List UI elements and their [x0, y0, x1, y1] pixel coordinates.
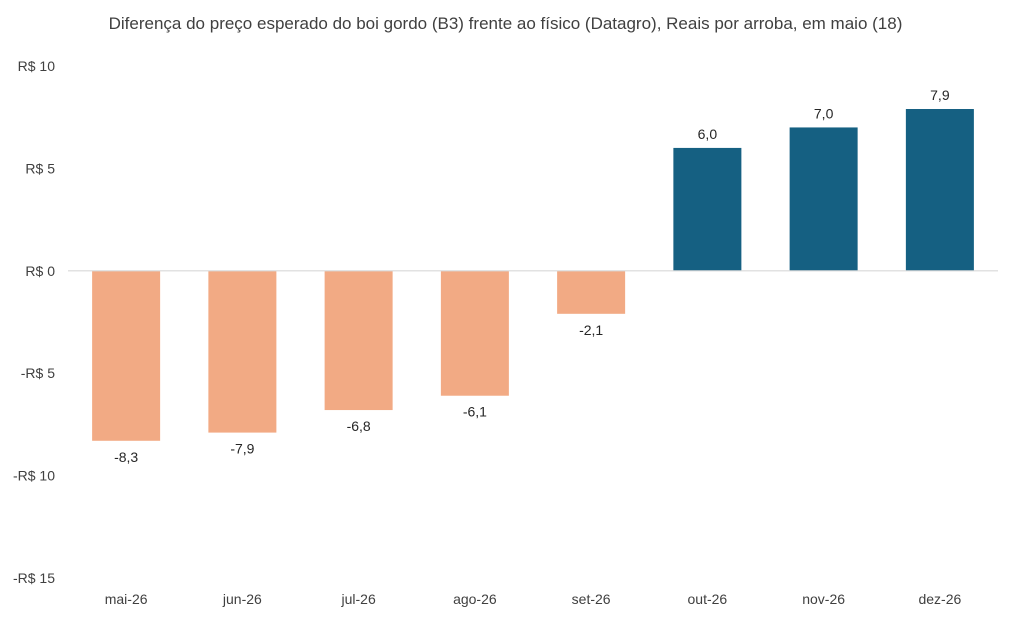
x-tick-label-set-26: set-26 — [572, 591, 611, 607]
y-tick-label: R$ 10 — [18, 58, 56, 74]
x-tick-label-nov-26: nov-26 — [802, 591, 845, 607]
x-axis-ticks: mai-26 jun-26 jul-26 ago-26 set-26 out-26 nov-… — [105, 591, 962, 607]
y-tick-label: R$ 0 — [25, 263, 55, 279]
x-tick-label-ago-26: ago-26 — [453, 591, 497, 607]
bars — [92, 109, 974, 441]
chart-title: Diferença do preço esperado do boi gordo… — [108, 14, 903, 33]
data-label-out-26: 6,0 — [698, 126, 718, 142]
x-tick-label-dez-26: dez-26 — [918, 591, 961, 607]
x-tick-label-mai-26: mai-26 — [105, 591, 148, 607]
data-label-set-26: -2,1 — [579, 322, 603, 338]
data-label-ago-26: -6,1 — [463, 404, 487, 420]
data-label-jun-26: -7,9 — [230, 441, 254, 457]
bar-jul-26 — [324, 270, 393, 411]
data-label-dez-26: 7,9 — [930, 87, 950, 103]
bar-dez-26 — [905, 109, 974, 271]
bar-jun-26 — [208, 270, 277, 433]
data-labels: -8,3 -7,9 -6,8 -6,1 -2,1 6,0 7,0 7,9 — [114, 87, 950, 465]
bar-set-26 — [557, 270, 626, 314]
y-tick-label: -R$ 10 — [13, 468, 55, 484]
y-tick-label: -R$ 15 — [13, 570, 55, 586]
data-label-jul-26: -6,8 — [347, 418, 371, 434]
x-tick-label-jul-26: jul-26 — [341, 591, 376, 607]
y-axis-ticks: R$ 10 R$ 5 R$ 0 -R$ 5 -R$ 10 -R$ 15 — [13, 58, 55, 586]
bar-ago-26 — [440, 270, 509, 396]
x-tick-label-out-26: out-26 — [688, 591, 728, 607]
x-tick-label-jun-26: jun-26 — [222, 591, 262, 607]
y-tick-label: -R$ 5 — [21, 365, 55, 381]
bar-mai-26 — [92, 270, 161, 441]
bar-nov-26 — [789, 127, 858, 271]
y-tick-label: R$ 5 — [25, 160, 55, 176]
data-label-mai-26: -8,3 — [114, 449, 138, 465]
data-label-nov-26: 7,0 — [814, 105, 834, 121]
bar-out-26 — [673, 147, 742, 271]
